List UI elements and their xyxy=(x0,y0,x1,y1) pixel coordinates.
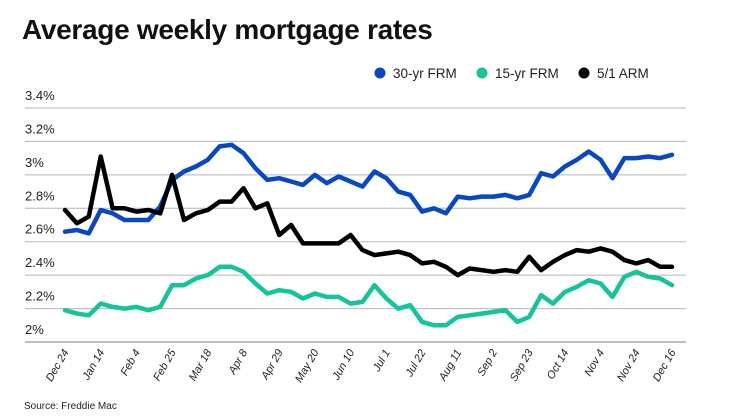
y-tick-label: 3% xyxy=(25,155,44,170)
x-tick-label: Aug 11 xyxy=(436,348,464,384)
series-line xyxy=(62,264,675,328)
x-tick-label: Oct 14 xyxy=(545,348,572,382)
legend-label: 30-yr FRM xyxy=(393,66,457,81)
legend-marker xyxy=(374,67,386,79)
x-tick-label: Feb 4 xyxy=(119,348,143,378)
y-tick-label: 2.2% xyxy=(25,289,55,304)
x-tick-label: Sep 23 xyxy=(508,347,536,384)
legend-label: 15-yr FRM xyxy=(495,66,559,81)
series-line xyxy=(62,142,675,236)
x-tick-label: Jul 22 xyxy=(403,348,429,380)
source-note: Source: Freddie Mac xyxy=(24,401,117,412)
y-tick-label: 2.4% xyxy=(25,255,55,270)
x-tick-label: Mar 18 xyxy=(187,347,215,383)
chart-title: Average weekly mortgage rates xyxy=(22,14,433,45)
x-tick-label: Nov 4 xyxy=(582,348,607,379)
x-tick-label: Dec 24 xyxy=(44,348,72,384)
x-tick-label: Jun 10 xyxy=(330,347,358,383)
x-tick-label: Sep 2 xyxy=(475,348,500,379)
y-tick-label: 3.4% xyxy=(25,88,55,103)
x-tick-label: May 20 xyxy=(293,347,322,385)
legend-marker xyxy=(578,67,590,79)
x-tick-label: Apr 8 xyxy=(226,347,250,377)
x-tick-label: Dec 16 xyxy=(651,347,679,384)
x-tick-label: Nov 24 xyxy=(615,348,643,384)
legend-label: 5/1 ARM xyxy=(597,66,649,81)
x-tick-label: Jan 14 xyxy=(80,348,107,383)
y-tick-label: 3.2% xyxy=(25,121,55,136)
x-tick-label: Jul 1 xyxy=(370,348,393,375)
x-tick-label: Apr 29 xyxy=(259,348,286,383)
y-tick-label: 2.6% xyxy=(25,222,55,237)
series-line xyxy=(62,154,675,278)
y-tick-label: 2.8% xyxy=(25,188,55,203)
legend-marker xyxy=(476,67,488,79)
y-tick-label: 2% xyxy=(25,322,44,337)
x-tick-label: Feb 25 xyxy=(151,347,179,383)
